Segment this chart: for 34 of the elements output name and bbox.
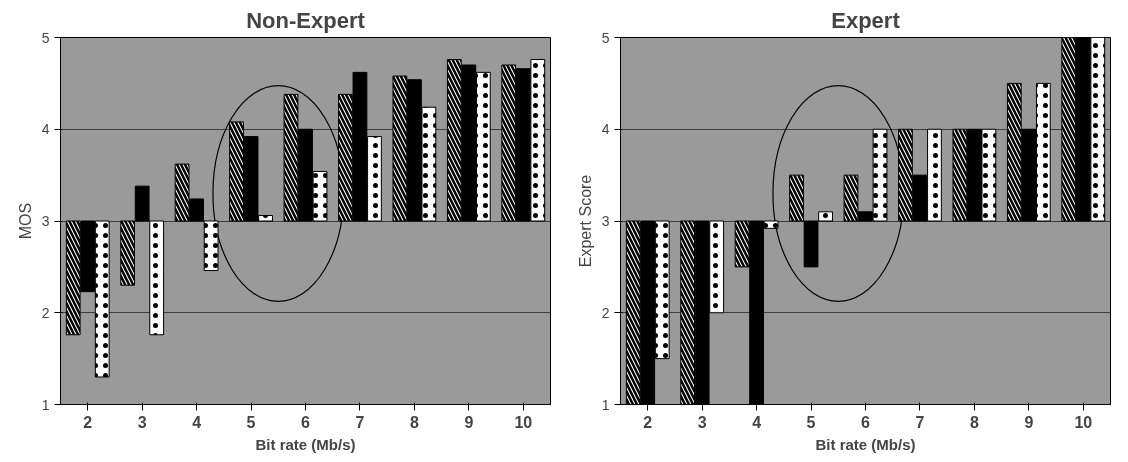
x-tick-label: 9 — [1024, 413, 1034, 431]
x-tick-label: 2 — [643, 413, 653, 431]
y-tick-label: 5 — [41, 29, 50, 46]
x-tick-label: 3 — [697, 413, 707, 431]
x-tick-label: 10 — [514, 413, 533, 431]
y-tick-label: 1 — [41, 396, 50, 413]
y-tick-label: 4 — [601, 121, 610, 138]
x-axis-title: Bit rate (Mb/s) — [255, 435, 356, 453]
x-axis-title: Bit rate (Mb/s) — [815, 435, 916, 453]
x-tick-label: 5 — [246, 413, 256, 431]
x-tick-label: 7 — [355, 413, 365, 431]
y-axis-title: MOS — [16, 202, 34, 240]
y-tick-label: 2 — [601, 304, 610, 321]
chart-title: Expert — [831, 7, 901, 33]
x-tick-label: 6 — [301, 413, 311, 431]
x-tick-label: 2 — [83, 413, 93, 431]
x-tick-label: 4 — [752, 413, 762, 431]
x-tick-label: 9 — [464, 413, 474, 431]
y-tick-label: 5 — [601, 29, 610, 46]
chart-title: Non-Expert — [246, 7, 366, 33]
y-tick-label: 1 — [601, 396, 610, 413]
x-tick-label: 10 — [1074, 413, 1093, 431]
x-tick-label: 8 — [969, 413, 979, 431]
y-tick-label: 3 — [41, 213, 50, 229]
x-tick-label: 7 — [915, 413, 925, 431]
x-tick-label: 6 — [861, 413, 871, 431]
y-axis-title: Expert Score — [576, 174, 594, 268]
y-tick-label: 4 — [41, 121, 50, 138]
y-tick-label: 2 — [41, 304, 50, 321]
x-tick-label: 3 — [137, 413, 147, 431]
x-tick-label: 5 — [806, 413, 816, 431]
x-tick-label: 4 — [192, 413, 202, 431]
y-tick-label: 3 — [601, 213, 610, 229]
x-tick-label: 8 — [409, 413, 419, 431]
